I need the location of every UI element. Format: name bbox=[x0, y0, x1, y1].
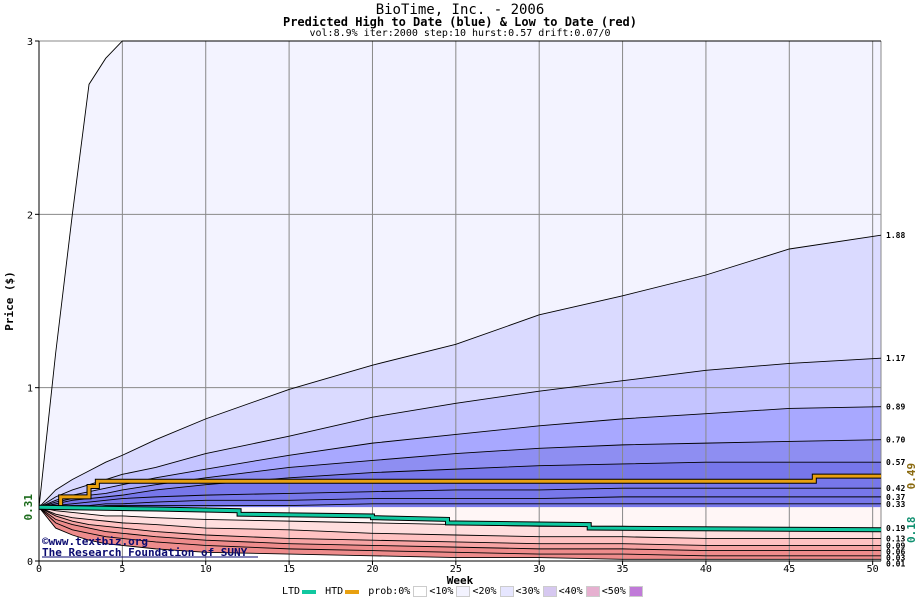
low-band-line bbox=[38, 506, 881, 539]
start-price-label: 0.31 bbox=[22, 494, 35, 521]
low-band-area-4 bbox=[39, 507, 881, 556]
legend-item-label: <40% bbox=[558, 586, 583, 597]
band-end-label: 0.70 bbox=[886, 436, 905, 445]
high-band-area-7 bbox=[39, 496, 881, 508]
y-tick-label: 0 bbox=[27, 557, 33, 568]
probability-bands bbox=[39, 41, 881, 561]
x-tick-label: 35 bbox=[617, 564, 629, 575]
legend-item-swatch bbox=[456, 586, 471, 597]
band-end-label: 1.17 bbox=[886, 354, 905, 363]
band-end-label: 0.33 bbox=[886, 500, 905, 509]
legend: LTD HTD prob:0% <10% <20% <30% <40% <50% bbox=[282, 586, 645, 598]
end-labels: 1.88 1.17 0.89 0.70 0.57 0.420.370.33 0.190.13… bbox=[886, 231, 918, 568]
x-tick-label: 0 bbox=[36, 564, 42, 575]
high-band-area-1 bbox=[39, 235, 881, 508]
high-band-area-2 bbox=[39, 358, 881, 508]
htd-line bbox=[39, 474, 881, 509]
y-tick-label: 1 bbox=[27, 384, 33, 395]
band-end-label: 0.42 bbox=[886, 484, 905, 493]
low-band-area-2 bbox=[39, 507, 881, 546]
x-tick-label: 50 bbox=[867, 564, 879, 575]
high-band-area-6 bbox=[39, 488, 881, 508]
legend-item-swatch bbox=[585, 586, 600, 597]
y-tick-label: 3 bbox=[27, 37, 33, 48]
high-band-line bbox=[38, 357, 882, 508]
low-band-area-3 bbox=[39, 507, 881, 551]
band-end-label: 0.13 bbox=[886, 534, 905, 543]
x-tick-label: 20 bbox=[366, 564, 378, 575]
low-band-line bbox=[38, 506, 881, 552]
high-band-area-0 bbox=[39, 41, 881, 508]
band-end-label: 0.89 bbox=[886, 403, 905, 412]
x-tick-label: 40 bbox=[700, 564, 712, 575]
high-band-line bbox=[38, 487, 881, 508]
high-band-line bbox=[38, 406, 882, 508]
ltd-line bbox=[38, 505, 882, 532]
legend-item-label: prob:0% bbox=[368, 586, 411, 597]
legend-item-swatch bbox=[542, 586, 557, 597]
band-end-label: 0.01 bbox=[886, 559, 905, 568]
legend-item-label: <20% bbox=[472, 586, 497, 597]
y-tick-label: 2 bbox=[27, 210, 33, 221]
legend-item-label: <50% bbox=[601, 586, 626, 597]
chart-title: BioTime, Inc. - 2006 bbox=[375, 2, 545, 18]
x-tick-label: 5 bbox=[119, 564, 125, 575]
x-axis-label: Week bbox=[447, 574, 474, 587]
high-band-area-5 bbox=[39, 462, 881, 508]
high-band-line bbox=[38, 40, 881, 508]
simulation-parameters: vol:8.9% iter:2000 step:10 hurst:0.57 dr… bbox=[309, 28, 611, 39]
band-end-label: 0.19 bbox=[886, 524, 905, 533]
band-end-label: 1.88 bbox=[886, 231, 905, 240]
high-band-line bbox=[38, 234, 882, 508]
credit-line-1: ©www.textbiz.org bbox=[42, 535, 148, 548]
x-tick-label: 10 bbox=[200, 564, 212, 575]
x-tick-label: 15 bbox=[283, 564, 295, 575]
low-band-line bbox=[38, 506, 881, 560]
legend-item-swatch bbox=[499, 586, 514, 597]
high-band-area-4 bbox=[39, 439, 881, 508]
band-end-label: 0.57 bbox=[886, 458, 905, 467]
low-band-line bbox=[38, 506, 881, 546]
low-band-line bbox=[38, 506, 881, 557]
htd-end-label: 0.49 bbox=[905, 463, 918, 490]
band-end-label: 0.03 bbox=[886, 553, 905, 562]
legend-item-label: <30% bbox=[515, 586, 540, 597]
legend-htd-swatch bbox=[345, 589, 360, 594]
legend-item-swatch bbox=[413, 586, 428, 597]
x-tick-label: 45 bbox=[783, 564, 795, 575]
price-series bbox=[38, 473, 882, 533]
legend-item-swatch bbox=[628, 586, 643, 597]
x-tick-label: 25 bbox=[450, 564, 462, 575]
ltd-end-label: 0.18 bbox=[905, 517, 918, 544]
high-band-area-3 bbox=[39, 406, 881, 508]
legend-item-label: <10% bbox=[429, 586, 454, 597]
band-end-label: 0.37 bbox=[886, 493, 905, 502]
x-tick-label: 30 bbox=[533, 564, 545, 575]
credit-line-2: The Research Foundation of SUNY bbox=[42, 546, 248, 559]
chart-subtitle: Predicted High to Date (blue) & Low to D… bbox=[282, 15, 637, 29]
legend-htd-label: HTD bbox=[325, 586, 344, 597]
legend-ltd-swatch bbox=[302, 589, 317, 594]
band-end-label: 0.06 bbox=[886, 547, 905, 556]
high-band-area-8 bbox=[39, 503, 881, 508]
axes: 0 5 10 15 20 25 30 35 40 45 50 0 1 2 3 Week Price ($) 0.3… bbox=[3, 37, 881, 587]
band-end-label: 0.09 bbox=[886, 541, 905, 550]
legend-ltd-label: LTD bbox=[282, 586, 301, 597]
y-axis-label: Price ($) bbox=[3, 271, 16, 331]
legend-probability-items: prob:0% <10% <20% <30% <40% <50% bbox=[368, 586, 645, 598]
